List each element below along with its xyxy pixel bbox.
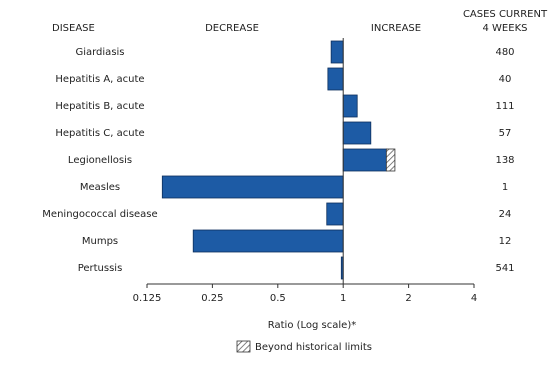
cases-value: 541 xyxy=(495,263,514,274)
x-axis-label: Ratio (Log scale)* xyxy=(268,320,356,331)
category-label: Meningococcal disease xyxy=(42,209,157,220)
category-label: Hepatitis C, acute xyxy=(55,128,144,139)
bar xyxy=(342,148,387,172)
category-label: Pertussis xyxy=(78,263,123,274)
bar xyxy=(342,121,372,145)
category-label: Hepatitis A, acute xyxy=(55,74,144,85)
x-tick-label: 1 xyxy=(340,293,346,304)
x-tick-label: 0.25 xyxy=(201,293,223,304)
legend-label: Beyond historical limits xyxy=(255,342,372,353)
cases-value: 24 xyxy=(499,209,512,220)
bar xyxy=(161,175,344,199)
cases-value: 111 xyxy=(495,101,514,112)
category-label: Hepatitis B, acute xyxy=(55,101,144,112)
header-disease: DISEASE xyxy=(52,23,95,34)
bar-beyond-limit xyxy=(385,148,396,172)
header-cases: CASES CURRENT xyxy=(463,9,548,20)
cases-value: 138 xyxy=(495,155,514,166)
header-increase: INCREASE xyxy=(371,23,421,34)
header-decrease: DECREASE xyxy=(205,23,259,34)
x-tick-label: 0.125 xyxy=(133,293,162,304)
cases-value: 480 xyxy=(495,47,514,58)
cases-value: 57 xyxy=(499,128,512,139)
cases-value: 12 xyxy=(499,236,512,247)
header-cases: 4 WEEKS xyxy=(483,23,528,34)
category-label: Mumps xyxy=(82,236,118,247)
cases-value: 40 xyxy=(499,74,512,85)
category-label: Legionellosis xyxy=(68,155,132,166)
bar xyxy=(342,94,358,118)
bar xyxy=(330,40,344,64)
bar xyxy=(327,67,344,91)
legend-swatch xyxy=(236,340,251,353)
category-label: Measles xyxy=(80,182,120,193)
bar xyxy=(192,229,344,253)
x-tick-label: 2 xyxy=(405,293,411,304)
category-label: Giardiasis xyxy=(75,47,124,58)
x-tick-label: 4 xyxy=(471,293,477,304)
x-tick-label: 0.5 xyxy=(270,293,286,304)
cases-value: 1 xyxy=(502,182,508,193)
bar xyxy=(326,202,344,226)
